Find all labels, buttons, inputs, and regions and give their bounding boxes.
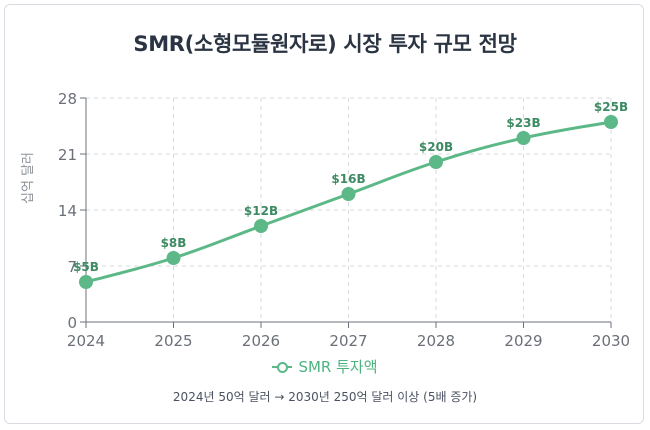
y-tick-label: 28 (58, 90, 77, 108)
x-tick-label: 2027 (329, 332, 367, 350)
y-tick-label: 7 (67, 258, 77, 276)
data-point (166, 251, 181, 265)
data-label: $20B (419, 140, 453, 154)
y-tick-label: 14 (58, 202, 77, 220)
legend-label: SMR 투자액 (298, 358, 378, 376)
data-point (341, 187, 356, 201)
chart-card (4, 4, 644, 424)
data-point (79, 275, 93, 289)
x-tick-label: 2026 (242, 332, 280, 350)
y-tick-labels: 0 7 14 21 28 (58, 90, 77, 332)
data-point (429, 155, 443, 169)
series-layer (79, 115, 618, 289)
x-tick-labels: 2024 2025 2026 2027 2028 2029 2030 (67, 332, 630, 350)
grid-lines (86, 97, 612, 322)
x-tick-label: 2028 (417, 332, 455, 350)
data-label: $23B (506, 116, 540, 130)
data-point (254, 219, 268, 233)
data-point (516, 131, 531, 145)
chart-title: SMR(소형모듈원자로) 시장 투자 규모 전망 (133, 32, 517, 56)
data-label: $12B (244, 204, 278, 218)
chart-legend[interactable]: SMR 투자액 (0, 356, 650, 377)
x-tick-label: 2025 (154, 332, 192, 350)
y-tick-label: 21 (58, 146, 77, 164)
y-tick-label: 0 (67, 314, 77, 332)
x-tick-label: 2029 (504, 332, 542, 350)
axes (80, 97, 612, 328)
legend-line-icon (272, 361, 293, 373)
data-label: $25B (594, 100, 628, 114)
data-label: $5B (73, 260, 99, 274)
x-tick-label: 2024 (67, 332, 105, 350)
data-label: $8B (161, 236, 187, 250)
data-label: $16B (331, 172, 365, 186)
y-axis-label: 십억 달러 (21, 152, 36, 204)
chart-footnote: 2024년 50억 달러 → 2030년 250억 달러 이상 (5배 증가) (172, 390, 478, 404)
data-point (604, 115, 618, 129)
data-labels: $5B $8B $12B $16B $20B $23B $25B (73, 100, 628, 274)
x-tick-label: 2030 (592, 332, 630, 350)
